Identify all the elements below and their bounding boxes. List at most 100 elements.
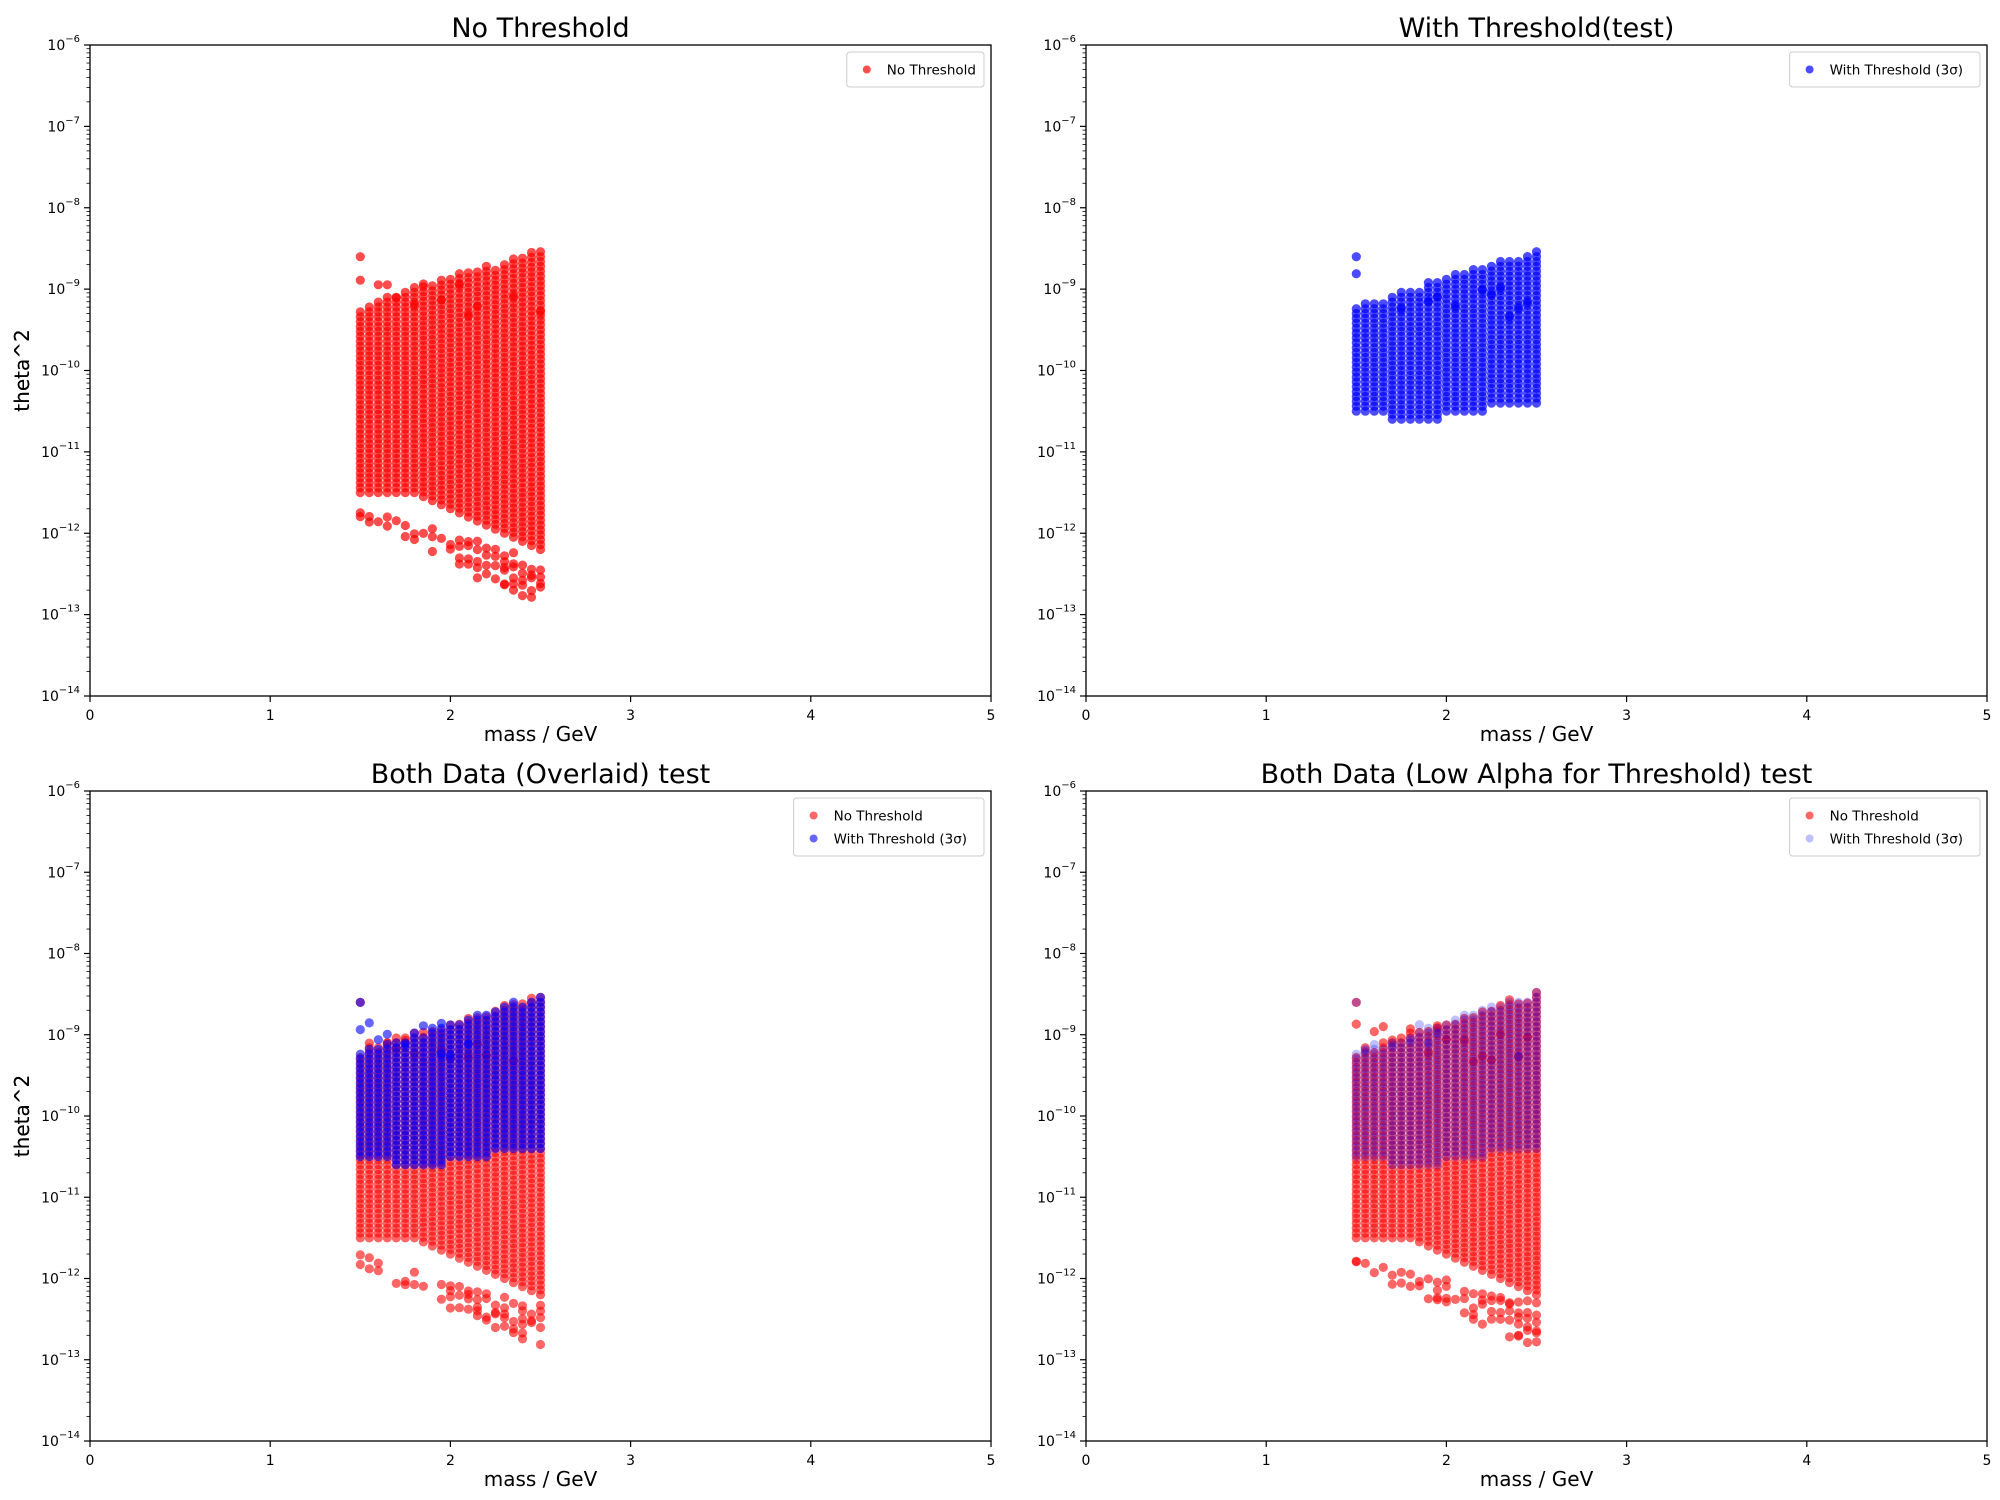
scatter-point <box>1351 1049 1361 1059</box>
x-tick-label: 4 <box>806 708 815 724</box>
scatter-point <box>1414 1027 1424 1037</box>
scatter-point <box>445 1292 455 1302</box>
scatter-point <box>454 269 464 279</box>
scatter-point <box>427 546 437 557</box>
scatter-point <box>1387 1130 1397 1141</box>
y-tick-label: 10−10 <box>41 1105 80 1125</box>
y-tick-label: 10−14 <box>41 685 80 705</box>
scatter-point <box>1486 1306 1497 1317</box>
scatter-point <box>1396 304 1406 314</box>
scatter-point <box>1486 261 1497 271</box>
scatter-point <box>1504 312 1515 322</box>
scatter-point <box>364 1044 374 1054</box>
scatter-point <box>499 565 510 575</box>
scatter-point <box>1387 1082 1397 1092</box>
scatter-point <box>1405 1043 1415 1053</box>
scatter-point <box>1405 1135 1415 1145</box>
scatter-point <box>1351 1103 1361 1113</box>
scatter-point <box>454 1303 464 1313</box>
x-tick-label: 2 <box>446 1453 455 1469</box>
y-tick-label: 10−7 <box>47 115 80 135</box>
scatter-point <box>1513 1319 1524 1329</box>
y-tick-label: 10−14 <box>41 1430 80 1450</box>
scatter-point <box>409 1267 419 1277</box>
scatter-point <box>1396 1072 1406 1082</box>
scatter-point <box>1387 1096 1397 1106</box>
scatter-point <box>1531 247 1542 257</box>
subplot-4: Both Data (Low Alpha for Threshold) test… <box>10 759 1991 1491</box>
scatter-point <box>1387 1150 1397 1160</box>
scatter-point <box>1360 1113 1370 1123</box>
legend-box <box>793 797 985 857</box>
scatter-point <box>1351 1054 1361 1064</box>
scatter-point <box>1504 256 1515 267</box>
scatter-point <box>1396 1160 1406 1170</box>
scatter-point <box>472 1287 482 1297</box>
x-axis-label: mass / GeV <box>1480 722 1594 746</box>
scatter-point <box>481 550 491 560</box>
scatter-point <box>1369 1142 1379 1152</box>
y-tick-label: 10−13 <box>41 604 80 624</box>
scatter-point <box>472 1311 482 1321</box>
scatter-point <box>1486 289 1497 299</box>
scatter-point <box>409 282 419 293</box>
scatter-point <box>463 1294 473 1304</box>
y-tick-label: 10−9 <box>47 278 80 298</box>
scatter-point <box>1360 1074 1370 1084</box>
scatter-point <box>373 280 383 290</box>
scatter-point <box>1396 1062 1406 1072</box>
y-tick-label: 10−13 <box>1037 604 1076 624</box>
scatter-point <box>1369 1093 1379 1103</box>
scatter-point <box>436 1050 446 1060</box>
scatter-point <box>1378 1262 1388 1272</box>
y-tick-label: 10−7 <box>47 861 80 881</box>
scatter-points <box>355 247 546 602</box>
scatter-point <box>1495 1000 1506 1011</box>
scatter-point <box>1360 1069 1370 1079</box>
legend-marker <box>809 834 818 843</box>
scatter-point <box>517 560 528 570</box>
y-tick-label: 10−11 <box>1037 441 1076 461</box>
scatter-point <box>499 1002 510 1012</box>
y-tick-label: 10−11 <box>41 441 80 461</box>
scatter-point <box>1351 1142 1361 1152</box>
scatter-point <box>1441 274 1451 284</box>
scatter-point <box>508 1328 519 1338</box>
scatter-point <box>1351 1069 1361 1079</box>
scatter-point <box>1369 1039 1379 1050</box>
scatter-point <box>1405 1077 1415 1087</box>
scatter-point <box>364 302 374 312</box>
scatter-point <box>1378 1044 1388 1054</box>
scatter-point <box>490 1322 500 1333</box>
scatter-point <box>1369 1122 1379 1132</box>
scatter-point <box>1531 1298 1542 1308</box>
x-tick-label: 3 <box>626 1453 635 1469</box>
scatter-point <box>1378 1137 1388 1147</box>
scatter-point <box>1405 1111 1415 1121</box>
scatter-point <box>1369 1098 1379 1108</box>
scatter-point <box>517 591 528 601</box>
scatter-point <box>445 1051 455 1061</box>
scatter-point <box>1396 1126 1406 1136</box>
scatter-point <box>1513 1312 1524 1322</box>
scatter-point <box>1405 1096 1415 1106</box>
scatter-point <box>364 1264 374 1274</box>
scatter-point <box>1351 1113 1361 1123</box>
scatter-point <box>517 580 528 590</box>
scatter-point <box>1423 278 1433 288</box>
scatter-point <box>1378 1098 1388 1108</box>
scatter-point <box>1378 1113 1388 1123</box>
scatter-point <box>1396 1111 1406 1121</box>
scatter-point <box>1405 287 1415 297</box>
scatter-point <box>1351 1019 1361 1029</box>
scatter-point <box>1396 1130 1406 1141</box>
scatter-point <box>1531 1328 1542 1338</box>
scatter-point <box>1405 1082 1415 1092</box>
scatter-point <box>373 1044 383 1054</box>
scatter-point <box>1468 265 1478 275</box>
scatter-point <box>418 279 428 289</box>
series-2 <box>355 992 546 1170</box>
scatter-point <box>1378 1074 1388 1084</box>
scatter-point <box>454 535 464 545</box>
